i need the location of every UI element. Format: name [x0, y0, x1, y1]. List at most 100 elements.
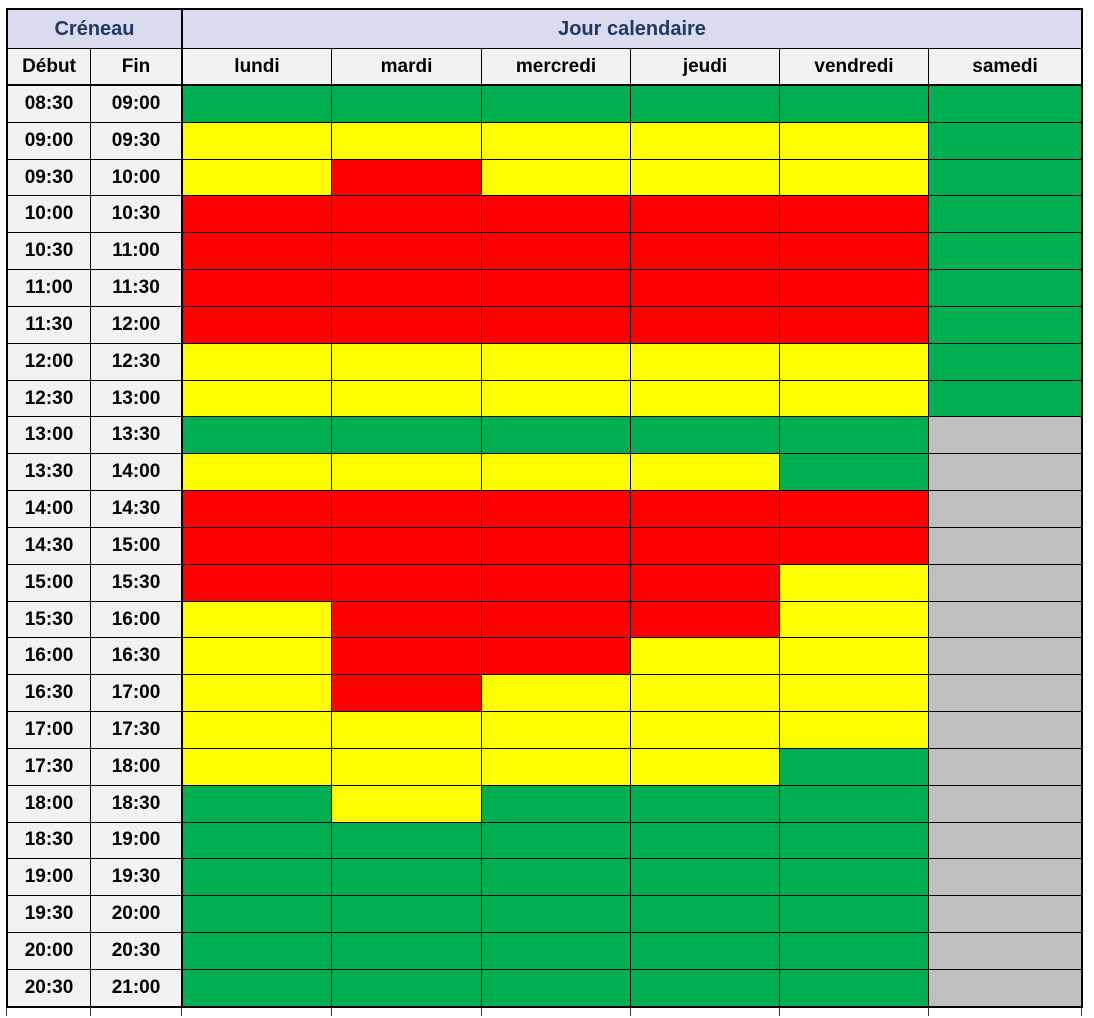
slot-1600-vendredi-yellow [780, 638, 928, 675]
slot-1530-jeudi-red [631, 601, 779, 638]
slot-0930-jeudi-yellow [631, 159, 779, 196]
slot-1830-mercredi-green [482, 822, 630, 859]
slot-1630-mardi-red [332, 675, 481, 712]
gridline-stub [779, 1008, 780, 1016]
slot-1800-mercredi-green [482, 785, 630, 822]
slot-1630-vendredi-yellow [780, 675, 928, 712]
slot-0900-mardi-yellow [332, 122, 481, 159]
slot-end-1300: 13:30 [91, 417, 181, 454]
slot-1500-vendredi-yellow [780, 564, 928, 601]
slot-1930-vendredi-green [780, 896, 928, 933]
slot-1330-samedi-gray [929, 454, 1081, 491]
slot-1600-jeudi-yellow [631, 638, 779, 675]
slot-1800-samedi-gray [929, 785, 1081, 822]
slot-end-0930: 10:00 [91, 159, 181, 196]
slot-start-1930: 19:30 [8, 896, 90, 933]
slot-start-1900: 19:00 [8, 859, 90, 896]
slot-start-1030: 10:30 [8, 233, 90, 270]
slot-1830-jeudi-green [631, 822, 779, 859]
slot-0830-lundi-green [182, 86, 331, 122]
slot-2000-mercredi-green [482, 933, 630, 969]
slot-1230-lundi-yellow [182, 380, 331, 417]
slot-1800-jeudi-green [631, 785, 779, 822]
slot-1030-mercredi-red [482, 233, 630, 270]
slot-1600-lundi-yellow [182, 638, 331, 675]
slot-1030-lundi-red [182, 233, 331, 270]
slot-1930-lundi-green [182, 896, 331, 933]
slot-0900-samedi-green [929, 122, 1081, 159]
slot-2000-mardi-green [332, 933, 481, 969]
slot-1500-mardi-red [332, 564, 481, 601]
slot-1100-lundi-red [182, 270, 331, 306]
slot-1900-lundi-green [182, 859, 331, 896]
jour-calendaire-header: Jour calendaire [182, 10, 1081, 48]
slot-0830-mardi-green [332, 86, 481, 122]
day-header-mardi: mardi [332, 49, 481, 85]
slot-end-1400: 14:30 [91, 491, 181, 527]
slot-start-1730: 17:30 [8, 748, 90, 785]
slot-1300-samedi-gray [929, 417, 1081, 454]
slot-1730-mardi-yellow [332, 748, 481, 785]
slot-1800-vendredi-green [780, 785, 928, 822]
slot-1300-vendredi-green [780, 417, 928, 454]
slot-1000-mercredi-red [482, 196, 630, 233]
slot-1700-jeudi-yellow [631, 712, 779, 748]
slot-1530-samedi-gray [929, 601, 1081, 638]
day-header-samedi: samedi [929, 49, 1081, 85]
slot-2000-samedi-gray [929, 933, 1081, 969]
slot-1130-mercredi-red [482, 306, 630, 343]
slot-1200-jeudi-yellow [631, 343, 779, 380]
slot-1400-mercredi-red [482, 491, 630, 527]
slot-start-1600: 16:00 [8, 638, 90, 675]
slot-1430-lundi-red [182, 527, 331, 564]
slot-1200-mercredi-yellow [482, 343, 630, 380]
slot-start-1530: 15:30 [8, 601, 90, 638]
availability-schedule-table: Créneau Jour calendaire Début Fin lundi … [6, 8, 1083, 1008]
slot-end-1800: 18:30 [91, 785, 181, 822]
slot-1400-mardi-red [332, 491, 481, 527]
slot-start-0900: 09:00 [8, 122, 90, 159]
slot-0830-jeudi-green [631, 86, 779, 122]
slot-1330-mercredi-yellow [482, 454, 630, 491]
slot-1700-vendredi-yellow [780, 712, 928, 748]
gridline-stub [181, 1008, 182, 1016]
slot-1630-lundi-yellow [182, 675, 331, 712]
slot-end-1230: 13:00 [91, 380, 181, 417]
slot-1000-mardi-red [332, 196, 481, 233]
slot-start-1100: 11:00 [8, 270, 90, 306]
slot-1400-jeudi-red [631, 491, 779, 527]
slot-1500-samedi-gray [929, 564, 1081, 601]
slot-1700-mardi-yellow [332, 712, 481, 748]
gridline-stub [6, 1008, 7, 1016]
slot-start-1230: 12:30 [8, 380, 90, 417]
slot-1230-mercredi-yellow [482, 380, 630, 417]
slot-1300-jeudi-green [631, 417, 779, 454]
slot-start-1300: 13:00 [8, 417, 90, 454]
slot-end-2030: 21:00 [91, 969, 181, 1006]
slot-end-1500: 15:30 [91, 564, 181, 601]
slot-end-1930: 20:00 [91, 896, 181, 933]
slot-end-1430: 15:00 [91, 527, 181, 564]
slot-1130-lundi-red [182, 306, 331, 343]
slot-1900-samedi-gray [929, 859, 1081, 896]
slot-1230-jeudi-yellow [631, 380, 779, 417]
gridline-stub [331, 1008, 332, 1016]
gridline-stub [90, 1008, 91, 1016]
slot-1830-mardi-green [332, 822, 481, 859]
slot-1230-vendredi-yellow [780, 380, 928, 417]
creneau-header: Créneau [8, 10, 181, 48]
slot-0900-mercredi-yellow [482, 122, 630, 159]
slot-start-1430: 14:30 [8, 527, 90, 564]
gridline-stub [630, 1008, 631, 1016]
slot-1830-lundi-green [182, 822, 331, 859]
fin-column-header: Fin [91, 49, 181, 85]
slot-end-1630: 17:00 [91, 675, 181, 712]
slot-0830-mercredi-green [482, 86, 630, 122]
slot-1030-vendredi-red [780, 233, 928, 270]
slot-1500-jeudi-red [631, 564, 779, 601]
slot-0900-jeudi-yellow [631, 122, 779, 159]
slot-1900-mercredi-green [482, 859, 630, 896]
day-header-lundi: lundi [182, 49, 331, 85]
slot-start-2000: 20:00 [8, 933, 90, 969]
gridline-stub [481, 1008, 482, 1016]
